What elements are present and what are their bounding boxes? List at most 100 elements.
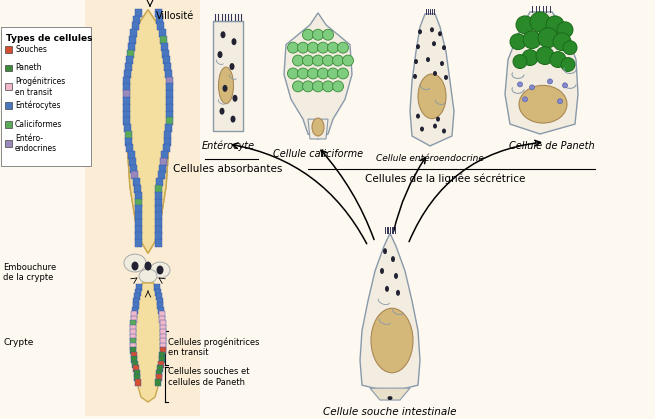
Text: Types de cellules: Types de cellules bbox=[6, 34, 92, 43]
Ellipse shape bbox=[303, 81, 314, 92]
Ellipse shape bbox=[523, 31, 541, 49]
Polygon shape bbox=[134, 283, 162, 402]
Bar bbox=[130, 325, 136, 332]
Bar bbox=[164, 137, 170, 145]
Ellipse shape bbox=[416, 44, 420, 49]
Ellipse shape bbox=[522, 49, 538, 65]
Ellipse shape bbox=[414, 59, 418, 64]
Bar bbox=[133, 365, 139, 372]
Bar bbox=[122, 90, 130, 98]
Ellipse shape bbox=[217, 51, 223, 58]
Bar bbox=[160, 334, 166, 341]
Ellipse shape bbox=[233, 95, 238, 102]
Bar bbox=[133, 178, 140, 186]
Ellipse shape bbox=[307, 42, 318, 53]
Bar bbox=[130, 338, 136, 345]
FancyBboxPatch shape bbox=[5, 121, 12, 128]
FancyBboxPatch shape bbox=[5, 140, 12, 147]
Ellipse shape bbox=[550, 52, 566, 67]
Ellipse shape bbox=[519, 85, 567, 123]
Ellipse shape bbox=[380, 268, 384, 274]
Ellipse shape bbox=[219, 108, 225, 115]
Bar bbox=[160, 158, 167, 166]
Bar bbox=[134, 192, 141, 200]
Bar bbox=[155, 212, 162, 220]
Bar bbox=[164, 131, 172, 139]
Bar bbox=[157, 303, 163, 309]
Ellipse shape bbox=[343, 55, 354, 66]
Text: Crypte: Crypte bbox=[3, 338, 33, 347]
Ellipse shape bbox=[517, 82, 523, 87]
Text: Entéro-
endocrines: Entéro- endocrines bbox=[15, 134, 57, 153]
Polygon shape bbox=[85, 0, 200, 416]
Ellipse shape bbox=[561, 57, 575, 72]
Bar bbox=[156, 178, 163, 186]
Ellipse shape bbox=[322, 29, 333, 40]
Bar bbox=[160, 347, 166, 354]
Bar bbox=[156, 374, 162, 381]
Text: Souches: Souches bbox=[15, 45, 47, 54]
Bar bbox=[134, 293, 140, 300]
Ellipse shape bbox=[529, 85, 534, 90]
Ellipse shape bbox=[433, 71, 437, 76]
Text: Villosité: Villosité bbox=[156, 11, 195, 21]
Bar bbox=[132, 356, 138, 363]
Bar bbox=[154, 285, 160, 291]
Polygon shape bbox=[308, 119, 328, 139]
Ellipse shape bbox=[312, 81, 324, 92]
Bar bbox=[132, 171, 138, 179]
Ellipse shape bbox=[553, 33, 571, 51]
Bar bbox=[122, 97, 130, 105]
Polygon shape bbox=[126, 10, 170, 253]
Ellipse shape bbox=[221, 31, 225, 38]
Ellipse shape bbox=[391, 256, 395, 262]
Bar bbox=[159, 311, 164, 318]
Bar bbox=[166, 117, 173, 125]
Bar bbox=[159, 165, 166, 173]
Ellipse shape bbox=[312, 55, 324, 66]
Bar bbox=[136, 379, 141, 385]
Ellipse shape bbox=[548, 79, 553, 84]
Bar bbox=[155, 192, 162, 200]
Ellipse shape bbox=[383, 248, 387, 254]
Bar bbox=[160, 343, 166, 350]
Bar bbox=[157, 23, 164, 31]
Bar bbox=[124, 131, 132, 139]
Bar bbox=[131, 311, 138, 318]
Bar bbox=[155, 205, 162, 213]
Bar bbox=[134, 370, 140, 377]
Polygon shape bbox=[410, 14, 454, 146]
Ellipse shape bbox=[293, 81, 303, 92]
Bar bbox=[155, 289, 161, 296]
FancyBboxPatch shape bbox=[5, 65, 12, 72]
Text: Cellule caliciforme: Cellule caliciforme bbox=[273, 149, 363, 159]
Bar bbox=[155, 219, 162, 227]
Bar bbox=[159, 356, 164, 363]
Ellipse shape bbox=[442, 45, 446, 50]
Ellipse shape bbox=[523, 97, 527, 102]
Bar bbox=[130, 347, 136, 354]
Bar bbox=[134, 374, 140, 381]
Bar bbox=[124, 124, 131, 132]
Bar bbox=[157, 365, 163, 372]
Text: Cellule entéroendocrine: Cellule entéroendocrine bbox=[376, 154, 484, 163]
Bar bbox=[164, 63, 172, 71]
Ellipse shape bbox=[328, 42, 339, 53]
Bar bbox=[155, 185, 162, 193]
Ellipse shape bbox=[307, 68, 318, 79]
Bar bbox=[129, 158, 136, 166]
Text: Cellules absorbantes: Cellules absorbantes bbox=[174, 164, 283, 174]
Ellipse shape bbox=[438, 31, 442, 36]
Ellipse shape bbox=[396, 290, 400, 296]
Text: Cellules de la lignée sécrétrice: Cellules de la lignée sécrétrice bbox=[365, 174, 525, 184]
Bar bbox=[157, 370, 162, 377]
Bar bbox=[130, 334, 136, 341]
Ellipse shape bbox=[436, 116, 440, 122]
Bar bbox=[165, 70, 172, 78]
Polygon shape bbox=[284, 13, 352, 139]
Bar bbox=[130, 165, 137, 173]
Ellipse shape bbox=[557, 22, 573, 38]
Bar bbox=[123, 111, 130, 119]
Ellipse shape bbox=[432, 41, 436, 46]
Bar bbox=[160, 325, 166, 332]
